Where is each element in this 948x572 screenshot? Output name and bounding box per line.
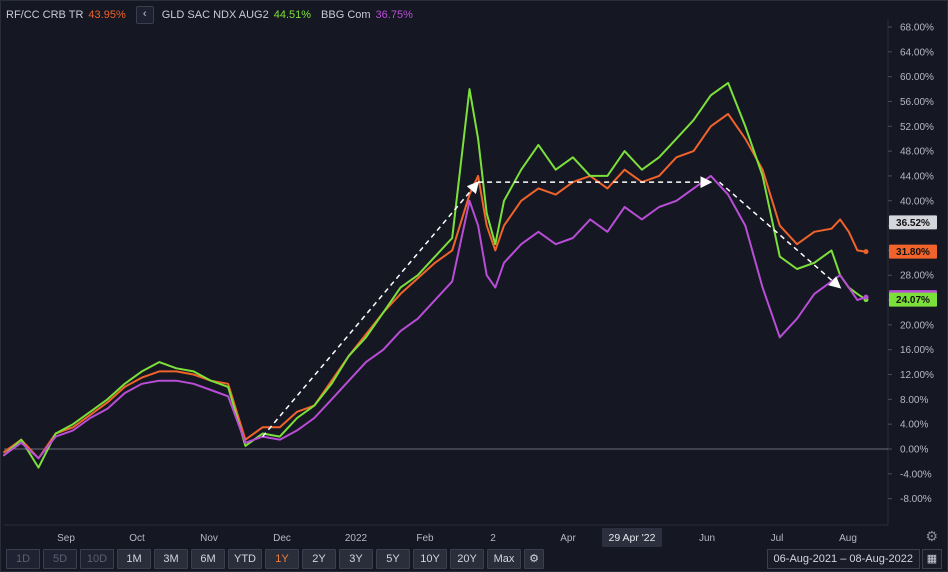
y-tick-label: -8.00%	[900, 494, 932, 505]
x-crosshair-label-box	[602, 528, 662, 547]
range-button-3y[interactable]: 3Y	[339, 549, 373, 569]
range-toolbar: 1D 5D 10D 1M 3M 6M YTD 1Y 2Y 3Y 5Y 10Y 2…	[6, 549, 544, 569]
x-tick-label: Nov	[200, 533, 218, 544]
calendar-icon[interactable]: ▦	[922, 549, 942, 569]
range-button-ytd[interactable]: YTD	[228, 549, 262, 569]
x-tick-label: Jul	[771, 533, 784, 544]
y-tick-label: 56.00%	[900, 97, 934, 108]
range-button-2y[interactable]: 2Y	[302, 549, 336, 569]
x-tick-label: Oct	[129, 533, 145, 544]
x-crosshair-label: 29 Apr '22	[609, 532, 656, 544]
annotation-arrow	[262, 181, 480, 438]
last-value-label: 36.52%	[896, 218, 930, 229]
y-tick-label: 16.00%	[900, 345, 934, 356]
legend-name: RF/CC CRB TR	[6, 9, 84, 21]
y-tick-label: 28.00%	[900, 271, 934, 282]
legend-value: 44.51%	[273, 9, 312, 21]
series-line-1	[3, 112, 867, 460]
x-tick-label: 2	[490, 533, 496, 544]
legend: RF/CC CRB TR 43.95% ‹ GLD SAC NDX AUG2 4…	[6, 6, 423, 24]
last-value-label: 31.80%	[896, 247, 930, 258]
x-tick-label: Apr	[560, 533, 576, 544]
range-settings-gear-icon[interactable]: ⚙	[524, 549, 544, 569]
y-tick-label: 60.00%	[900, 72, 934, 83]
last-value-label: 24.07%	[896, 295, 930, 306]
y-tick-label: 64.00%	[900, 47, 934, 58]
range-button-1m[interactable]: 1M	[117, 549, 151, 569]
x-tick-label: Feb	[416, 533, 434, 544]
y-tick-label: 12.00%	[900, 370, 934, 381]
series-line-2	[3, 81, 867, 469]
y-tick-label: 44.00%	[900, 171, 934, 182]
x-tick-label: Jun	[699, 533, 715, 544]
series-line-3	[3, 174, 867, 460]
range-button-3m[interactable]: 3M	[154, 549, 188, 569]
range-button-6m[interactable]: 6M	[191, 549, 225, 569]
y-tick-label: -4.00%	[900, 469, 932, 480]
y-tick-label: 52.00%	[900, 122, 934, 133]
date-range-field[interactable]: 06-Aug-2021 – 08-Aug-2022	[766, 549, 920, 569]
y-tick-label: 20.00%	[900, 320, 934, 331]
annotation-arrow	[718, 181, 842, 289]
series-end-point	[863, 294, 869, 300]
legend-item-bbg[interactable]: BBG Com 36.75%	[321, 9, 413, 21]
y-tick-label: 40.00%	[900, 196, 934, 207]
x-tick-label: Dec	[273, 533, 291, 544]
last-value-badge	[889, 292, 937, 307]
y-tick-label: 48.00%	[900, 147, 934, 158]
x-tick-label: Sep	[57, 533, 75, 544]
legend-item-gld[interactable]: GLD SAC NDX AUG2 44.51%	[162, 9, 311, 21]
range-button-5y[interactable]: 5Y	[376, 549, 410, 569]
legend-value: 43.95%	[88, 9, 126, 21]
y-tick-label: 68.00%	[900, 23, 934, 34]
range-button-10y[interactable]: 10Y	[413, 549, 447, 569]
last-value-badge	[889, 244, 937, 259]
collapse-legend-icon[interactable]: ‹	[135, 6, 154, 24]
range-button-10d[interactable]: 10D	[80, 549, 114, 569]
y-tick-label: 4.00%	[900, 420, 928, 431]
legend-name: BBG Com	[321, 9, 371, 21]
range-button-1y[interactable]: 1Y	[265, 549, 299, 569]
legend-item-rfcc[interactable]: RF/CC CRB TR 43.95%	[6, 9, 126, 21]
series-end-point	[863, 249, 869, 255]
x-tick-label: Aug	[839, 533, 857, 544]
y-tick-label: 0.00%	[900, 445, 928, 456]
range-button-20y[interactable]: 20Y	[450, 549, 484, 569]
range-button-max[interactable]: Max	[487, 549, 521, 569]
last-value-badge	[889, 215, 937, 230]
range-button-1d[interactable]: 1D	[6, 549, 40, 569]
x-tick-label: 2022	[345, 533, 368, 544]
chart-settings-gear-icon[interactable]: ⚙	[925, 528, 938, 544]
legend-name: GLD SAC NDX AUG2	[161, 9, 269, 21]
legend-value: 36.75%	[375, 9, 413, 21]
range-button-5d[interactable]: 5D	[43, 549, 77, 569]
y-tick-label: 8.00%	[900, 395, 928, 406]
